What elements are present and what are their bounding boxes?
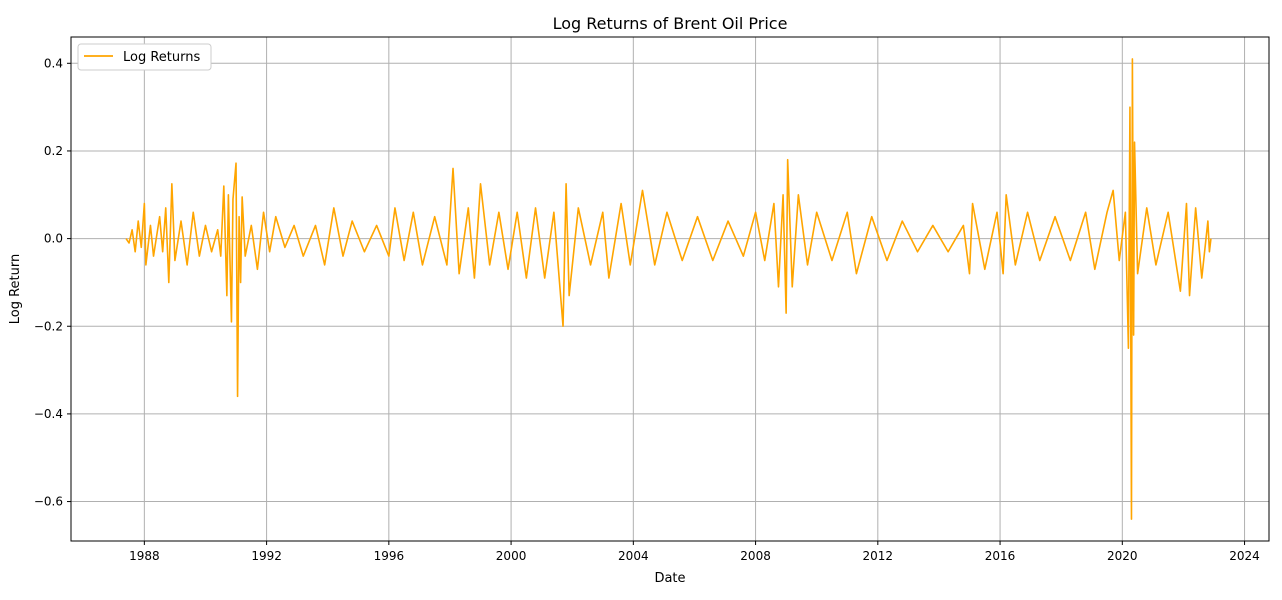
x-tick-label: 2020 [1107, 549, 1138, 563]
y-tick-label: −0.6 [34, 495, 63, 509]
x-tick-label: 2024 [1229, 549, 1260, 563]
x-tick-label: 2016 [985, 549, 1016, 563]
y-tick-label: −0.4 [34, 407, 63, 421]
x-tick-label: 2000 [496, 549, 527, 563]
data-layer [125, 58, 1212, 520]
x-axis-label: Date [654, 571, 685, 586]
plot-frame [70, 36, 1270, 542]
x-tick-label: 1988 [129, 549, 160, 563]
legend-box [77, 43, 212, 71]
series-line-log-returns [125, 58, 1212, 520]
ticks-layer: 1988 1992 1996 2000 2004 2008 2012 2016 2020 2024… [34, 56, 1260, 563]
y-tick-label: 0.0 [44, 232, 63, 246]
legend-label: Log Returns [123, 50, 200, 65]
y-tick-label: 0.4 [44, 56, 63, 70]
legend: Log Returns [77, 43, 212, 71]
grid-layer [71, 37, 1269, 541]
y-axis-label: Log Return [8, 254, 23, 325]
y-tick-label: −0.2 [34, 319, 63, 333]
x-tick-label: 2004 [618, 549, 649, 563]
x-tick-label: 1996 [374, 549, 405, 563]
y-tick-label: 0.2 [44, 144, 63, 158]
x-tick-label: 2012 [863, 549, 894, 563]
x-tick-label: 1992 [251, 549, 282, 563]
chart-title: Log Returns of Brent Oil Price [553, 14, 788, 33]
x-tick-label: 2008 [740, 549, 771, 563]
